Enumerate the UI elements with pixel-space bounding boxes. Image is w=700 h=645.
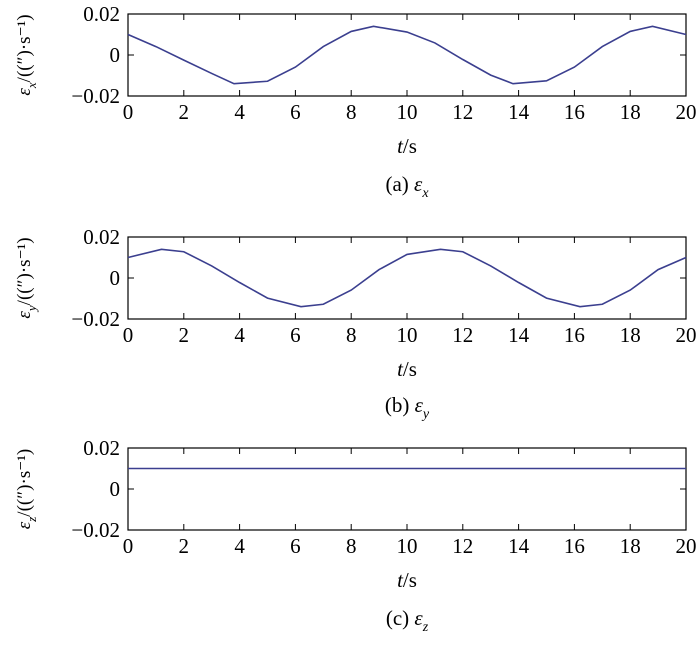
x-tick-label: 6 bbox=[290, 323, 301, 347]
y-axis-unit: /((″)·s⁻¹) bbox=[14, 237, 35, 305]
x-tick-label: 0 bbox=[123, 534, 134, 558]
y-axis-unit: /((″)·s⁻¹) bbox=[14, 449, 35, 517]
x-tick-label: 8 bbox=[346, 100, 357, 124]
x-tick-label: 20 bbox=[676, 323, 697, 347]
x-tick-label: 4 bbox=[234, 323, 245, 347]
y-tick-label: 0.02 bbox=[83, 2, 120, 26]
x-tick-label: 16 bbox=[564, 100, 585, 124]
x-tick-label: 18 bbox=[620, 323, 641, 347]
y-axis-unit: /((″)·s⁻¹) bbox=[14, 14, 35, 82]
x-axis-label: t/s bbox=[397, 568, 417, 592]
x-tick-label: 8 bbox=[346, 534, 357, 558]
series-line bbox=[127, 248, 687, 308]
x-tick-label: 10 bbox=[397, 534, 418, 558]
series-line bbox=[127, 25, 687, 85]
x-axis-unit: /s bbox=[403, 568, 417, 592]
x-tick-label: 12 bbox=[452, 534, 473, 558]
y-tick-label: −0.02 bbox=[71, 307, 120, 331]
y-tick-label: 0 bbox=[110, 43, 121, 67]
caption-symbol: ε bbox=[415, 393, 424, 417]
plot-frame bbox=[127, 447, 687, 531]
y-axis-symbol: ε bbox=[14, 521, 35, 529]
y-axis-symbol: ε bbox=[14, 311, 35, 319]
x-tick-label: 2 bbox=[179, 534, 190, 558]
x-tick-label: 16 bbox=[564, 323, 585, 347]
x-tick-label: 4 bbox=[234, 100, 245, 124]
y-axis-subscript: x bbox=[24, 82, 39, 89]
x-axis-unit: /s bbox=[403, 134, 417, 158]
x-axis-unit: /s bbox=[403, 357, 417, 381]
x-tick-label: 16 bbox=[564, 534, 585, 558]
caption-subscript: z bbox=[422, 620, 429, 635]
x-tick-label: 20 bbox=[676, 534, 697, 558]
y-axis-subscript: y bbox=[24, 305, 39, 313]
caption-symbol: ε bbox=[414, 172, 423, 196]
y-axis-label: εx/((″)·s⁻¹) bbox=[14, 14, 39, 95]
x-tick-label: 20 bbox=[676, 100, 697, 124]
x-tick-label: 12 bbox=[452, 323, 473, 347]
y-axis-subscript: z bbox=[24, 517, 39, 523]
x-axis-symbol: t bbox=[397, 568, 404, 592]
x-axis-symbol: t bbox=[397, 134, 404, 158]
x-tick-label: 18 bbox=[620, 534, 641, 558]
x-tick-label: 12 bbox=[452, 100, 473, 124]
caption-prefix: (a) bbox=[385, 172, 414, 196]
caption-symbol: ε bbox=[414, 606, 423, 630]
x-tick-label: 10 bbox=[397, 323, 418, 347]
y-axis-label: εy/((″)·s⁻¹) bbox=[14, 237, 39, 318]
x-axis-label: t/s bbox=[397, 134, 417, 158]
x-tick-label: 8 bbox=[346, 323, 357, 347]
x-tick-label: 0 bbox=[123, 323, 134, 347]
panel-caption: (c) εz bbox=[386, 606, 429, 635]
x-axis-symbol: t bbox=[397, 357, 404, 381]
x-tick-label: 4 bbox=[234, 534, 245, 558]
caption-prefix: (b) bbox=[385, 393, 415, 417]
chart-panel-3: 0 2 4 6 8 10 12 14 16 18 200.020−0.02εz/((″)·s⁻¹)t… bbox=[14, 436, 697, 635]
x-tick-label: 2 bbox=[179, 323, 190, 347]
y-tick-label: 0 bbox=[110, 266, 121, 290]
x-tick-label: 14 bbox=[508, 534, 530, 558]
y-axis-label: εz/((″)·s⁻¹) bbox=[14, 449, 39, 530]
chart-panel-2: 0 2 4 6 8 10 12 14 16 18 200.020−0.02εy/((″)·s⁻¹)t… bbox=[14, 225, 697, 422]
x-tick-label: 0 bbox=[123, 100, 134, 124]
y-tick-label: 0.02 bbox=[83, 436, 120, 460]
x-tick-label: 6 bbox=[290, 100, 301, 124]
plot-frame bbox=[127, 13, 687, 97]
y-tick-label: −0.02 bbox=[71, 84, 120, 108]
caption-subscript: x bbox=[421, 186, 429, 201]
x-tick-label: 14 bbox=[508, 323, 530, 347]
x-tick-label: 14 bbox=[508, 100, 530, 124]
y-axis-symbol: ε bbox=[14, 88, 35, 96]
caption-subscript: y bbox=[421, 407, 430, 422]
x-tick-label: 6 bbox=[290, 534, 301, 558]
y-tick-label: −0.02 bbox=[71, 518, 120, 542]
plot-frame bbox=[127, 236, 687, 320]
x-axis-label: t/s bbox=[397, 357, 417, 381]
y-tick-label: 0.02 bbox=[83, 225, 120, 249]
chart-panel-1: 0 2 4 6 8 10 12 14 16 18 200.020−0.02εx/((″)·s⁻¹)t… bbox=[14, 2, 697, 201]
panel-caption: (b) εy bbox=[385, 393, 430, 422]
y-tick-label: 0 bbox=[110, 477, 121, 501]
panel-caption: (a) εx bbox=[385, 172, 429, 201]
x-tick-label: 10 bbox=[397, 100, 418, 124]
x-tick-label: 18 bbox=[620, 100, 641, 124]
caption-prefix: (c) bbox=[386, 606, 415, 630]
x-tick-label: 2 bbox=[179, 100, 190, 124]
